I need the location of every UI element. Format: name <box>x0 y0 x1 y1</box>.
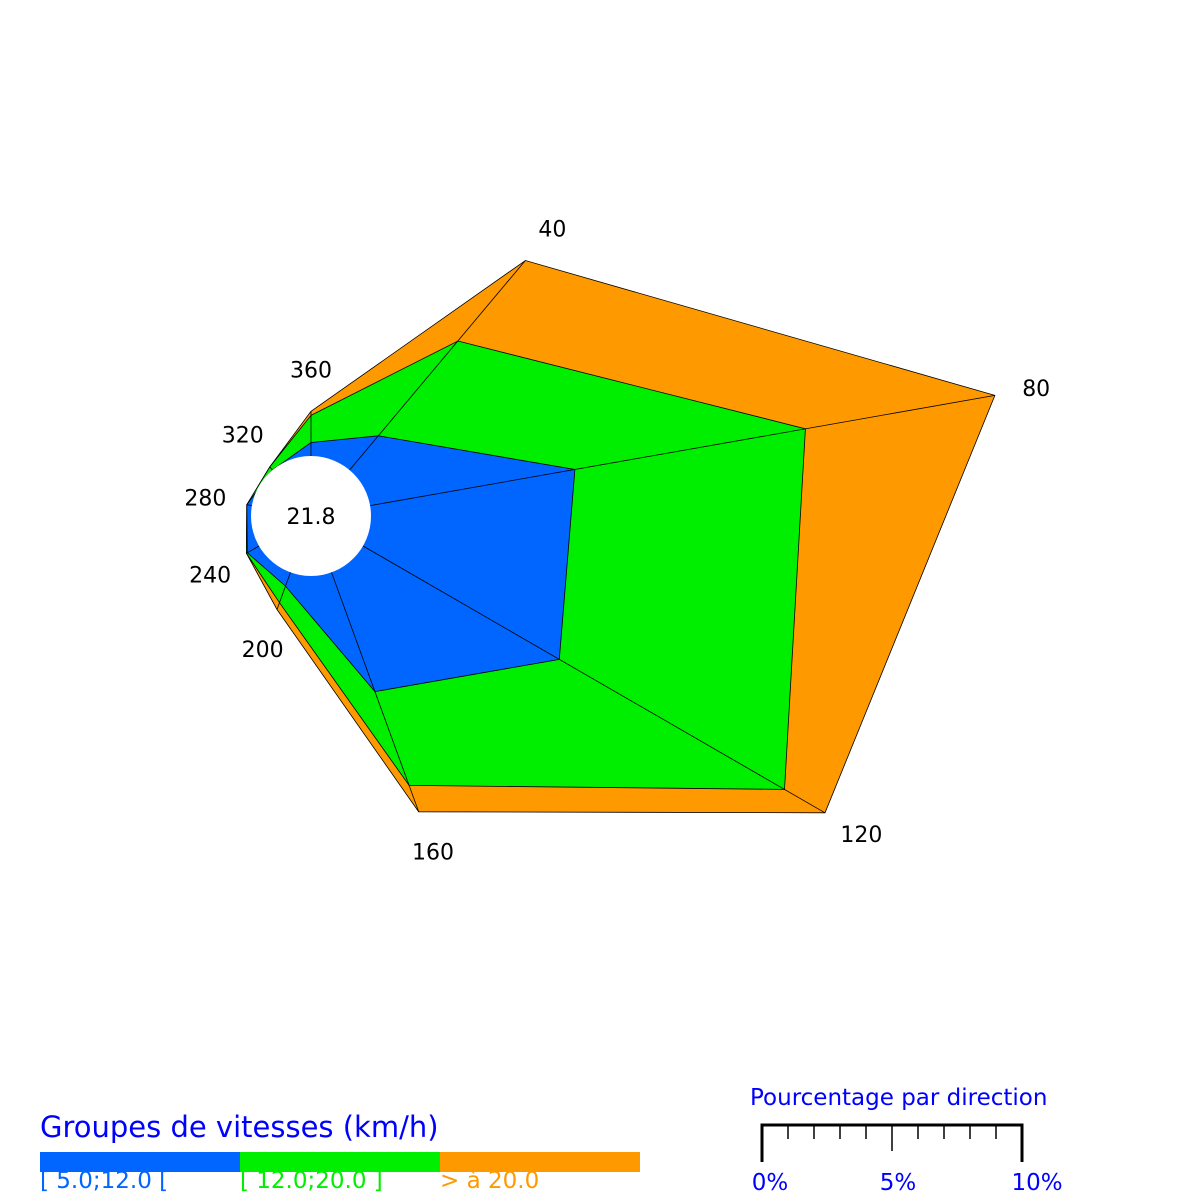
rose-spoke-80 <box>370 395 995 506</box>
scale-tick-label-10: 10% <box>1011 1170 1063 1196</box>
legend-label-12-20: [ 12.0;20.0 ] <box>240 1168 383 1194</box>
rose-spoke-280 <box>246 504 252 506</box>
rose-spoke-200 <box>276 572 291 610</box>
scale-tick-label-0: 0% <box>751 1170 789 1196</box>
legend-swatch-over-20 <box>440 1152 640 1172</box>
rose-spoke-240 <box>246 545 260 554</box>
direction-label-120: 120 <box>840 823 882 848</box>
scale-tick-label-5: 5% <box>879 1170 917 1196</box>
rose-spoke-120 <box>362 545 826 814</box>
calm-percentage-label: 21.8 <box>287 505 336 530</box>
rose-spoke-40 <box>349 260 526 471</box>
direction-label-200: 200 <box>242 638 284 663</box>
direction-label-160: 160 <box>412 840 454 865</box>
legend-title: Groupes de vitesses (km/h) <box>40 1110 439 1144</box>
direction-label-240: 240 <box>189 563 231 588</box>
direction-label-80: 80 <box>1022 377 1050 402</box>
legend-swatch-5-12 <box>40 1152 240 1172</box>
scale-title: Pourcentage par direction <box>750 1085 1048 1111</box>
direction-label-40: 40 <box>538 217 566 242</box>
rose-layers <box>245 260 996 814</box>
direction-label-360: 360 <box>290 358 332 383</box>
legend-swatch-12-20 <box>240 1152 440 1172</box>
legend-label-over-20: > à 20.0 <box>440 1168 540 1194</box>
rose-spoke-320 <box>269 466 273 471</box>
legend-label-5-12: [ 5.0;12.0 [ <box>40 1168 169 1194</box>
rose-spokes <box>246 260 995 814</box>
percentage-scale-bar <box>760 1123 1024 1162</box>
direction-label-320: 320 <box>222 424 264 449</box>
rose-spoke-160 <box>331 572 420 812</box>
calm-circle <box>251 456 371 576</box>
direction-labels: 360 40 80 120 160 200 240 280 320 <box>184 217 1050 865</box>
direction-label-280: 280 <box>184 486 226 511</box>
